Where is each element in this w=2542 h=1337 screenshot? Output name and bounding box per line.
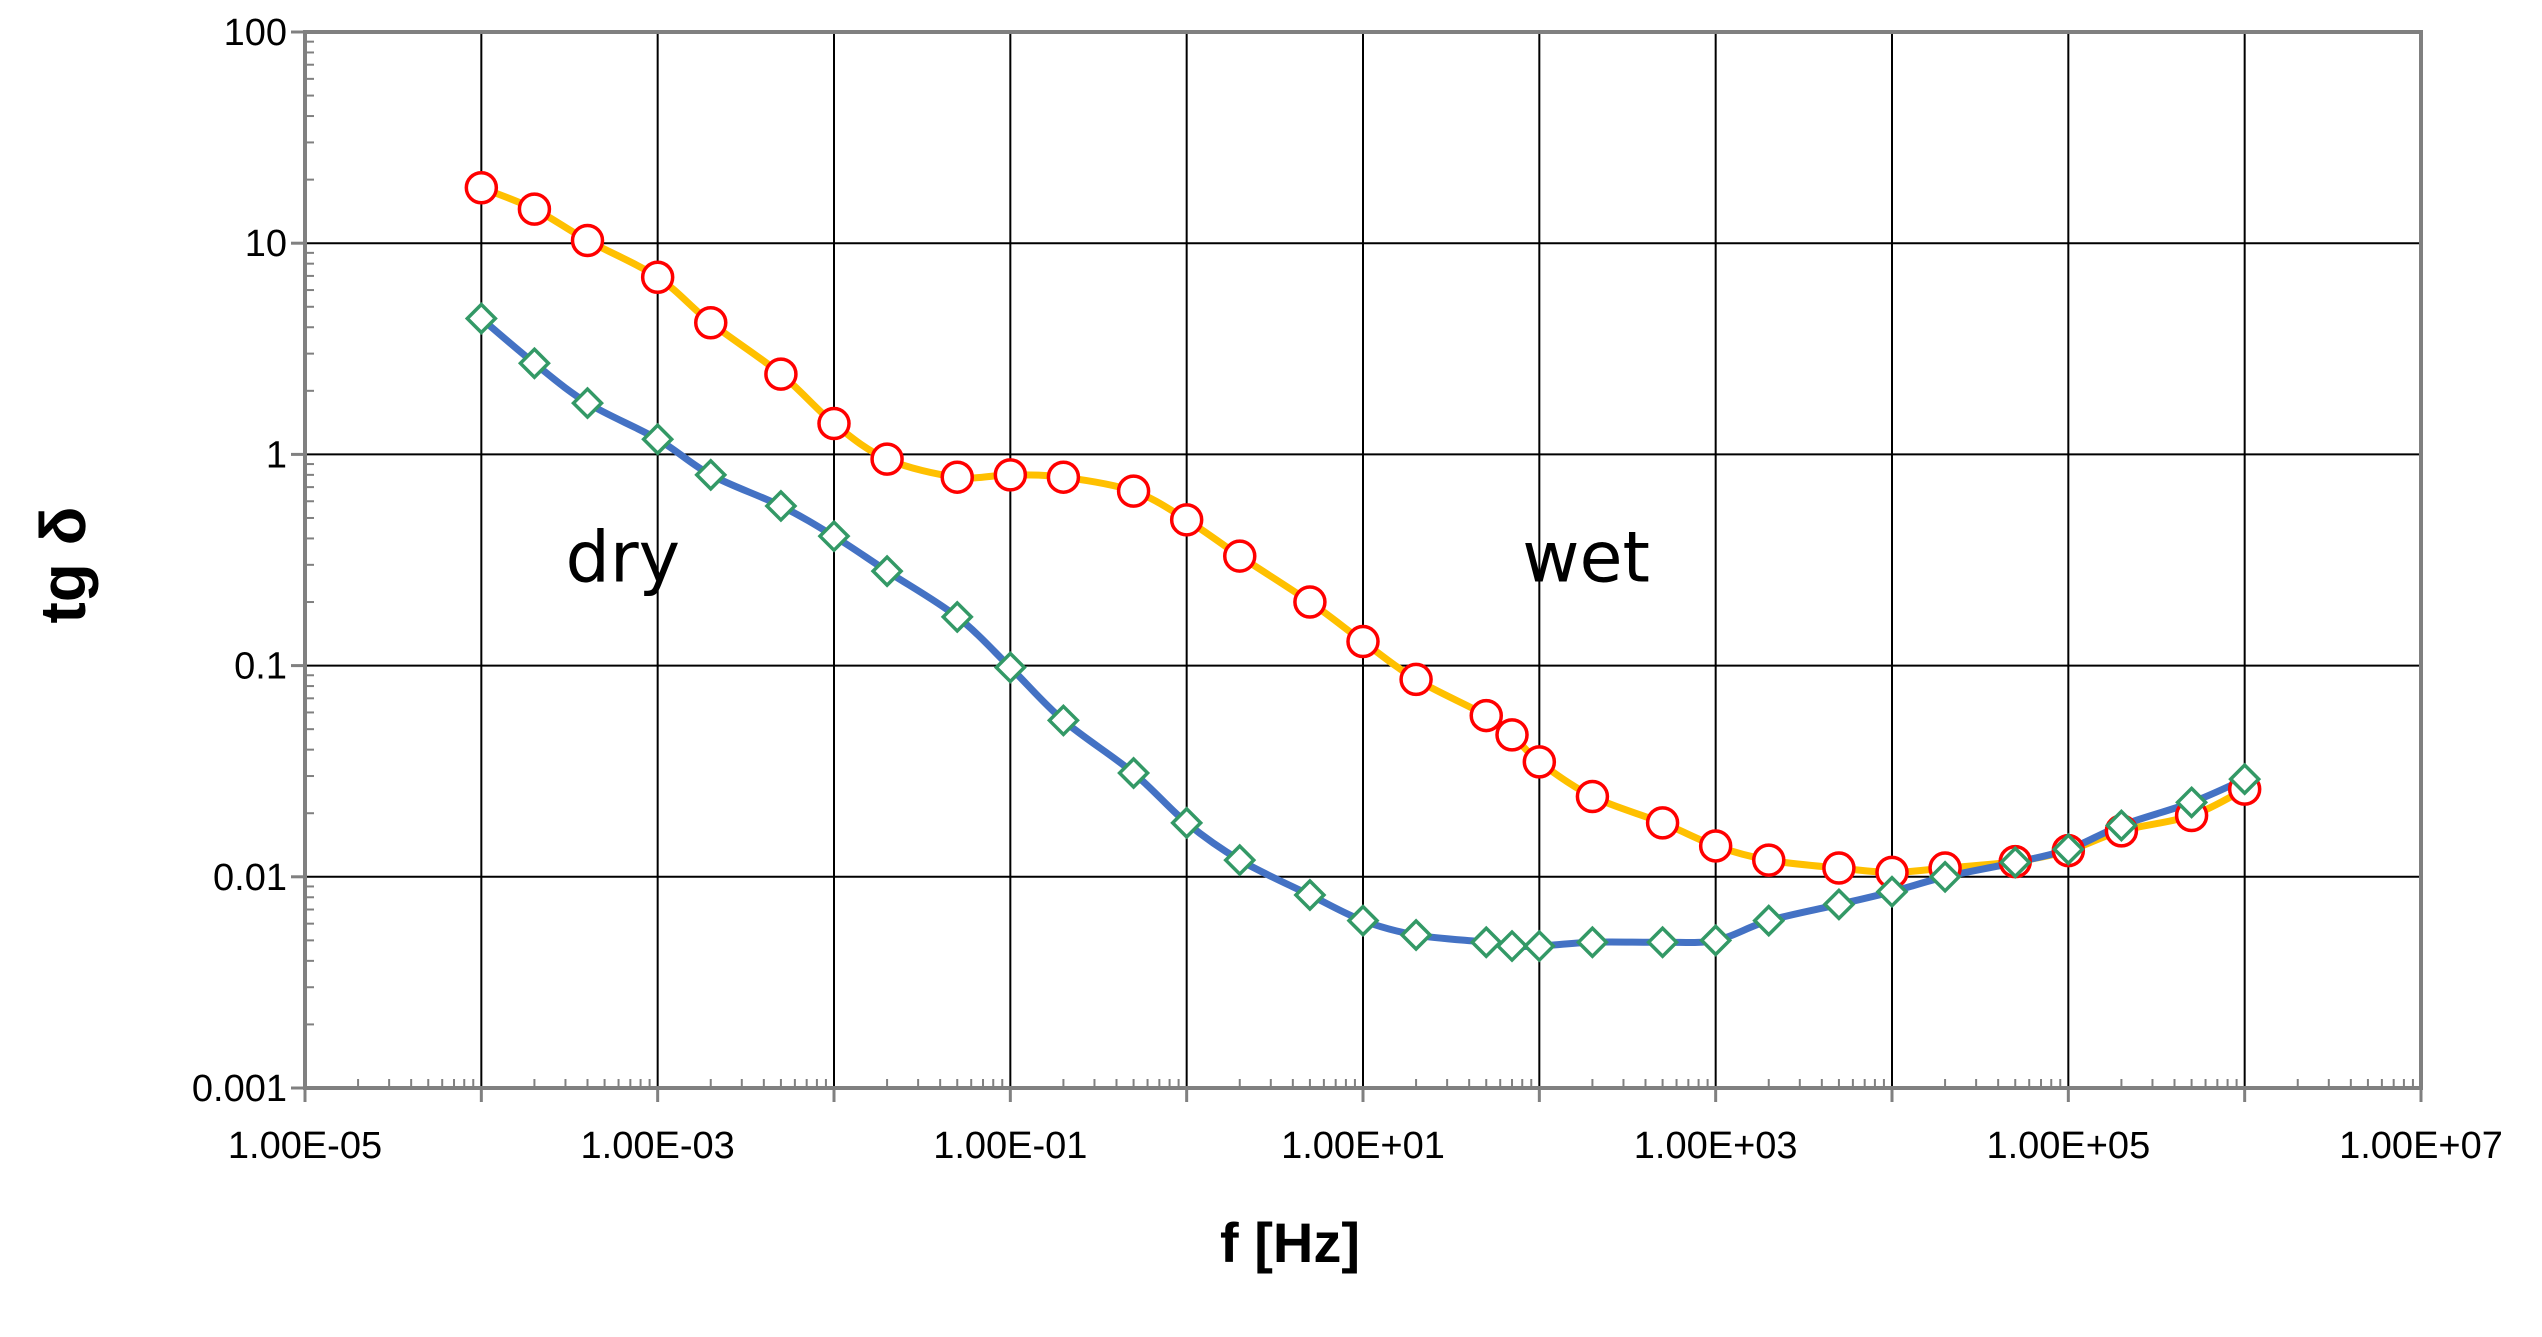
series-1-point	[1293, 585, 1327, 619]
markers	[464, 171, 2262, 963]
series-2-point	[817, 519, 851, 553]
series-1-point	[993, 458, 1028, 492]
series-1-point	[817, 406, 851, 441]
y-tick-label: 0.1	[234, 646, 287, 688]
y-tick-label: 100	[224, 12, 287, 54]
series-2-point	[1928, 860, 1962, 894]
series-1-point	[1645, 806, 1680, 840]
series-2-point	[940, 600, 974, 634]
y-tick-labels: 0.001 0.01 0.1 1 10 100	[192, 12, 287, 1110]
x-tick-label: 1.00E-01	[933, 1125, 1087, 1167]
series-2-point	[1998, 845, 2032, 879]
series-1-point	[1522, 745, 1557, 779]
series-1-point	[517, 192, 552, 226]
series-1-point	[570, 223, 605, 258]
series-1-point	[1822, 851, 1856, 885]
series-2-point	[1575, 925, 1609, 959]
series-1-point	[1222, 539, 1257, 573]
annotation-dry: dry	[565, 517, 680, 599]
series-2-point	[870, 554, 904, 588]
series-2-point	[1699, 923, 1733, 957]
series-1-point	[1469, 698, 1504, 733]
series-2-point	[1346, 904, 1380, 938]
x-tick-label: 1.00E+05	[1986, 1125, 2150, 1167]
y-tick-label: 0.001	[192, 1068, 287, 1110]
series-2-point	[2104, 808, 2138, 842]
x-tick-label: 1.00E+07	[2339, 1125, 2503, 1167]
series-2-point	[1822, 887, 1856, 921]
series-1-point	[1751, 843, 1786, 877]
series-2-point	[1875, 875, 1909, 909]
series-2-point	[464, 302, 498, 335]
series-2-point	[641, 422, 675, 456]
y-axis-title: tg δ	[27, 507, 99, 624]
series-2-point	[1117, 756, 1151, 790]
series-2-point	[694, 458, 728, 492]
x-tick-label: 1.00E+03	[1634, 1125, 1798, 1167]
grid	[305, 32, 2421, 1088]
y-tick-label: 10	[245, 223, 287, 265]
series-1-point	[1575, 779, 1610, 814]
annotations: dry wet	[565, 517, 1650, 599]
y-tick-label: 0.01	[213, 857, 287, 899]
y-tick-label: 1	[266, 434, 287, 476]
series-2-point	[1469, 925, 1503, 959]
series-2-point	[1522, 929, 1556, 963]
series-2-point	[1223, 843, 1257, 877]
x-tick-label: 1.00E-05	[228, 1125, 382, 1167]
series-1-point	[1399, 662, 1433, 697]
series-2-point	[1399, 918, 1433, 952]
series-2-point	[1046, 703, 1080, 737]
series-1-point	[764, 357, 798, 391]
series-2-point	[1646, 925, 1680, 959]
series-1-point	[640, 260, 675, 294]
series-1-point	[1169, 503, 1204, 537]
series-2-point	[1752, 904, 1786, 938]
annotation-wet: wet	[1522, 517, 1650, 599]
x-tick-labels: 1.00E-05 1.00E-03 1.00E-01 1.00E+01 1.00E+03…	[228, 1125, 2503, 1167]
series-1-point	[940, 460, 975, 494]
series-1-point	[1046, 460, 1081, 494]
series-1-point	[870, 442, 904, 476]
series-2-point	[517, 346, 551, 380]
series-1-point	[693, 306, 728, 340]
series-1-point	[1698, 829, 1733, 863]
x-tick-label: 1.00E+01	[1281, 1125, 1445, 1167]
series-1-point	[1346, 624, 1380, 659]
series-2-point	[2051, 832, 2085, 866]
series-2-point	[1170, 806, 1204, 840]
series-1-point	[1495, 718, 1529, 752]
x-axis-title: f [Hz]	[1220, 1211, 1360, 1274]
series-2-point	[2228, 762, 2262, 796]
series-2-point	[993, 650, 1027, 684]
series-2-point	[1495, 929, 1529, 963]
series-2-point	[764, 489, 798, 523]
series-2-point	[2175, 785, 2209, 819]
x-tick-label: 1.00E-03	[581, 1125, 735, 1167]
series-1-point	[1116, 474, 1151, 508]
series-1-point	[464, 171, 499, 205]
series-2-point	[1293, 878, 1327, 912]
series-2-point	[571, 386, 604, 420]
